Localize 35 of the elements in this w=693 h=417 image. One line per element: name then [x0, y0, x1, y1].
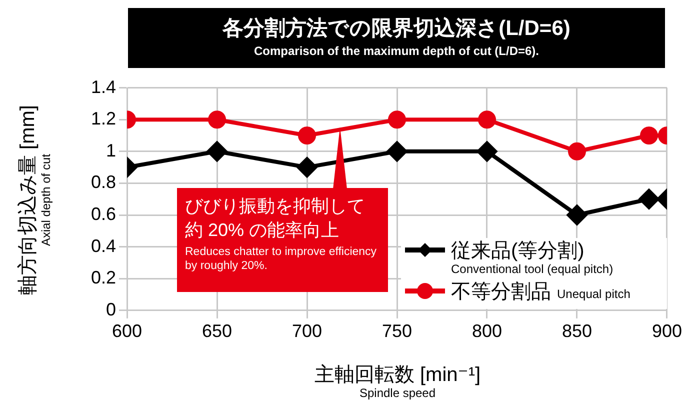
- y-tick-label: 1.2: [90, 108, 116, 129]
- point: [387, 141, 408, 162]
- x-tick-label: 600: [112, 321, 142, 342]
- point: [638, 189, 659, 210]
- y-tick-label: 0: [106, 299, 116, 320]
- point: [568, 142, 586, 160]
- point: [207, 141, 228, 162]
- y-tick-label: 1.4: [90, 76, 116, 97]
- y-tick-label: 0.6: [90, 204, 116, 224]
- y-axis-title: 軸方向切込み量 [mm] Axial depth of cut: [17, 105, 53, 295]
- point: [566, 205, 587, 225]
- x-tick-label: 700: [292, 321, 322, 342]
- point: [478, 110, 496, 129]
- x-tick-label: 650: [202, 321, 232, 342]
- point: [388, 110, 406, 129]
- point: [640, 126, 658, 144]
- x-tick-label: 850: [562, 321, 592, 342]
- chart-subtitle: Comparison of the maximum depth of cut (L/D=6).: [252, 44, 540, 58]
- y-tick-label: 0.2: [90, 268, 116, 288]
- x-tick-label: 750: [382, 321, 412, 342]
- legend-label: 従来品(等分割) Conventional tool (equal pitch): [451, 240, 614, 277]
- point: [476, 141, 497, 162]
- x-tick-label: 900: [652, 321, 682, 342]
- legend-label: 不等分割品 Unequal pitch: [451, 281, 630, 303]
- point: [208, 110, 226, 129]
- point: [297, 157, 318, 178]
- point: [298, 126, 316, 144]
- y-tick-label: 0.4: [90, 236, 116, 256]
- chart-title: 各分割方法での限界切込深さ(L/D=6): [221, 16, 572, 42]
- x-tick-label: 800: [472, 321, 502, 342]
- x-axis-title: 主軸回転数 [min⁻¹] Spindle speed: [313, 364, 482, 401]
- annotation: びびり振動を抑制して約 20% の能率向上: [185, 195, 366, 242]
- annotation: Reduces chatter to improve efficiency by roughly 20%.: [185, 245, 378, 273]
- y-tick-label: 1: [106, 140, 116, 160]
- y-tick-label: 0.8: [90, 172, 116, 192]
